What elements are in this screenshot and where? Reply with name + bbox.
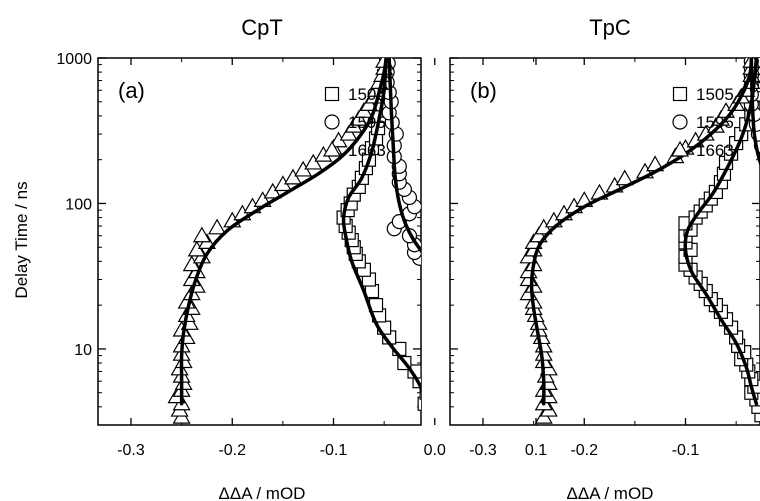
plot-area <box>519 58 760 424</box>
panel-label: (b) <box>470 78 497 103</box>
series-1663 <box>519 58 760 424</box>
data-point-1505 <box>754 408 760 423</box>
data-point-1595 <box>463 270 477 284</box>
data-point-1663 <box>182 255 201 272</box>
panel-title: CpT <box>241 15 283 40</box>
fit-curve-1505 <box>341 58 421 394</box>
y-tick-label: 100 <box>65 196 92 213</box>
x-tick-label: -0.1 <box>320 442 348 459</box>
legend-marker-1595 <box>324 114 340 130</box>
data-point-1663 <box>208 218 227 235</box>
data-point-1595 <box>494 316 508 330</box>
data-point-1595 <box>423 258 437 272</box>
data-point-1663 <box>192 226 211 243</box>
fit-curve-1663 <box>179 58 388 406</box>
y-tick-label: 10 <box>74 342 92 359</box>
data-point-1595 <box>499 325 513 339</box>
fit-curve-1595 <box>387 58 421 254</box>
x-tick-label: -0.2 <box>570 442 598 459</box>
legend-marker-1663 <box>322 140 342 157</box>
data-point-1595 <box>486 292 500 306</box>
legend-label-1505: 1505 <box>348 85 386 104</box>
legend-label-1595: 1595 <box>348 113 386 132</box>
legend-label-1595: 1595 <box>696 113 734 132</box>
legend-marker-1595 <box>672 114 688 130</box>
x-tick-label: -0.1 <box>672 442 700 459</box>
legend-marker-1505 <box>672 86 688 102</box>
data-point-1595 <box>504 336 518 350</box>
data-point-1595 <box>483 284 497 298</box>
data-point-1663 <box>349 109 368 126</box>
data-point-1595 <box>519 364 533 378</box>
fit-curve-1595 <box>749 58 760 168</box>
legend: 1505 1595 1663 <box>670 85 734 160</box>
data-point-1663 <box>615 169 634 186</box>
data-point-1595 <box>524 374 538 388</box>
data-point-1505 <box>417 396 421 411</box>
panel-label: (a) <box>118 78 145 103</box>
data-point-1595 <box>473 277 487 291</box>
panel-title: TpC <box>589 15 631 40</box>
data-point-1505 <box>419 385 421 400</box>
legend-marker-1663 <box>670 140 690 157</box>
data-point-1595 <box>524 392 538 406</box>
x-tick-label: 0.0 <box>424 442 446 459</box>
data-point-1595 <box>519 400 533 414</box>
x-tick-label: 0.1 <box>525 442 547 459</box>
y-tick-label: 1000 <box>56 51 92 68</box>
legend-label-1663: 1663 <box>696 141 734 160</box>
x-axis-label: ΔΔA / mOD <box>567 484 654 501</box>
data-point-1663 <box>339 124 358 141</box>
x-axis-label: ΔΔA / mOD <box>219 484 306 501</box>
x-tick-label: -0.3 <box>469 442 497 459</box>
x-tick-label: -0.2 <box>218 442 246 459</box>
data-point-1595 <box>519 408 533 422</box>
panel-a: -0.3 -0.2 -0.1 0.0 0.1 10 100 1000 CpT (a) ΔΔA / m… <box>56 15 547 501</box>
plot-frame <box>449 57 760 426</box>
fit-curve-1663 <box>529 58 754 406</box>
plot-area <box>167 58 538 424</box>
data-point-1663 <box>304 153 323 170</box>
data-point-1595 <box>509 345 523 359</box>
data-point-1595 <box>433 263 447 277</box>
legend-label-1663: 1663 <box>348 141 386 160</box>
data-point-1663 <box>283 168 303 185</box>
legend-marker-1505 <box>324 86 340 102</box>
data-point-1595 <box>489 301 503 315</box>
fit-curve-1505 <box>683 58 759 406</box>
legend: 1505 1595 1663 <box>322 85 386 160</box>
legend-label-1505: 1505 <box>696 85 734 104</box>
y-axis-label: Delay Time / ns <box>12 181 31 298</box>
data-point-1595 <box>489 308 503 322</box>
x-tick-label: -0.3 <box>117 442 145 459</box>
data-point-1595 <box>514 356 528 370</box>
